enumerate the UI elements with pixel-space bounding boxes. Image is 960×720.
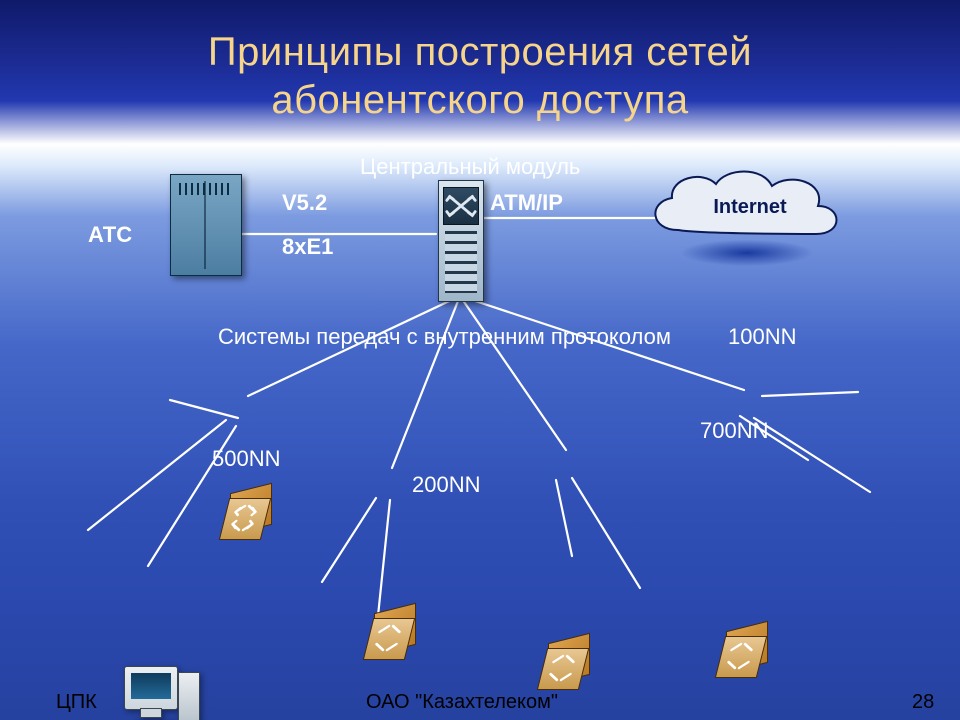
label-v52: V5.2 xyxy=(282,190,327,216)
label-subsystems: Системы передач с внутренним протоколом xyxy=(218,324,671,350)
label-central-module: Центральный модуль xyxy=(360,154,580,180)
remote-node-icon xyxy=(224,488,272,536)
label-atm-ip: ATM/IP xyxy=(490,190,563,216)
label-200nn: 200NN xyxy=(412,472,480,498)
footer-left: ЦПК xyxy=(56,691,97,714)
footer-center: ОАО "Казахтелеком" xyxy=(366,691,558,714)
label-100nn: 100NN xyxy=(728,324,796,350)
slide-stage: Принципы построения сетей абонентского д… xyxy=(0,0,960,720)
atc-cabinet-icon xyxy=(170,174,242,276)
remote-node-icon xyxy=(720,626,768,674)
internet-cloud-icon: Internet xyxy=(640,164,860,274)
label-500nn: 500NN xyxy=(212,446,280,472)
footer-right: 28 xyxy=(912,691,934,714)
label-700nn: 700NN xyxy=(700,418,768,444)
label-atc: АТС xyxy=(88,222,132,248)
network-lines xyxy=(0,0,960,720)
remote-node-icon xyxy=(368,608,416,656)
remote-node-icon xyxy=(542,638,590,686)
central-switch-icon xyxy=(438,180,484,302)
internet-label: Internet xyxy=(640,196,860,219)
computer-icon xyxy=(124,666,202,720)
label-8xe1: 8хЕ1 xyxy=(282,234,333,260)
